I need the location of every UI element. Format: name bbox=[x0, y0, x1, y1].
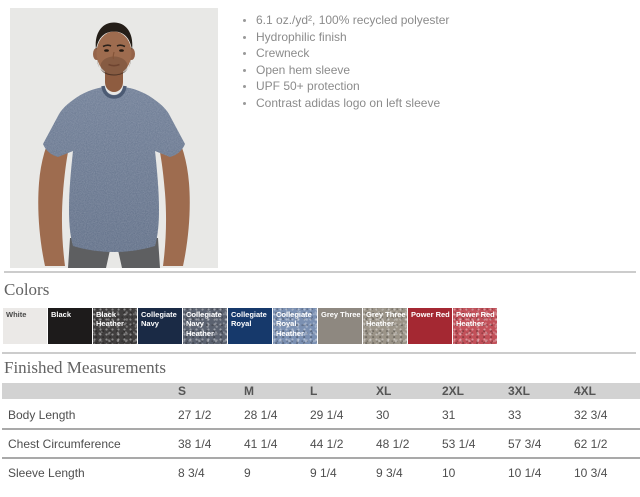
row-label: Sleeve Length bbox=[2, 457, 178, 487]
measurement-value: 31 bbox=[442, 399, 508, 429]
measurement-value: 8 3/4 bbox=[178, 457, 244, 487]
measurement-value: 44 1/2 bbox=[310, 428, 376, 458]
size-column-header: S bbox=[178, 383, 244, 402]
measurement-value: 53 1/4 bbox=[442, 428, 508, 458]
measurement-value: 62 1/2 bbox=[574, 428, 640, 458]
measurements-corner-cell bbox=[2, 383, 178, 402]
feature-item: Open hem sleeve bbox=[256, 62, 449, 79]
color-swatch-black[interactable]: Black bbox=[48, 308, 92, 344]
section-divider bbox=[2, 352, 636, 354]
feature-item: Contrast adidas logo on left sleeve bbox=[256, 95, 449, 112]
section-divider bbox=[4, 271, 636, 273]
color-swatch-label: Grey Three bbox=[321, 310, 361, 319]
color-swatch-label: Grey Three Heather bbox=[366, 310, 406, 329]
measurement-value: 28 1/4 bbox=[244, 399, 310, 429]
feature-list: 6.1 oz./yd², 100% recycled polyester Hyd… bbox=[242, 12, 449, 268]
measurement-value: 10 bbox=[442, 457, 508, 487]
size-column-header: L bbox=[310, 383, 376, 402]
feature-item: Hydrophilic finish bbox=[256, 29, 449, 46]
feature-item: 6.1 oz./yd², 100% recycled polyester bbox=[256, 12, 449, 29]
measurement-value: 9 1/4 bbox=[310, 457, 376, 487]
color-swatch-label: Power Red Heather bbox=[456, 310, 495, 329]
color-swatch-label: Collegiate Navy Heather bbox=[186, 310, 222, 338]
color-swatch-collegiate-navy-heather[interactable]: Collegiate Navy Heather bbox=[183, 308, 227, 344]
feature-item: Crewneck bbox=[256, 45, 449, 62]
measurement-value: 9 3/4 bbox=[376, 457, 442, 487]
measurement-value: 10 1/4 bbox=[508, 457, 574, 487]
table-row-sleeve-length: Sleeve Length 8 3/4 9 9 1/4 9 3/4 10 10 … bbox=[2, 457, 640, 487]
measurement-value: 38 1/4 bbox=[178, 428, 244, 458]
measurement-value: 57 3/4 bbox=[508, 428, 574, 458]
color-swatch-power-red-heather[interactable]: Power Red Heather bbox=[453, 308, 497, 344]
size-column-header: 2XL bbox=[442, 383, 508, 402]
size-column-header: XL bbox=[376, 383, 442, 402]
color-swatch-power-red[interactable]: Power Red bbox=[408, 308, 452, 344]
color-swatch-collegiate-royal-heather[interactable]: Collegiate Royal Heather bbox=[273, 308, 317, 344]
measurement-value: 10 3/4 bbox=[574, 457, 640, 487]
measurement-value: 9 bbox=[244, 457, 310, 487]
colors-section-title: Colors bbox=[4, 280, 50, 299]
color-swatch-label: Black Heather bbox=[96, 310, 124, 329]
table-row-body-length: Body Length 27 1/2 28 1/4 29 1/4 30 31 3… bbox=[2, 399, 640, 429]
size-column-header: 3XL bbox=[508, 383, 574, 402]
feature-item: UPF 50+ protection bbox=[256, 78, 449, 95]
color-swatch-label: White bbox=[6, 310, 27, 319]
measurement-value: 30 bbox=[376, 399, 442, 429]
row-label: Chest Circumference bbox=[2, 428, 178, 458]
measurement-value: 48 1/2 bbox=[376, 428, 442, 458]
measurements-section-title: Finished Measurements bbox=[4, 358, 166, 377]
color-swatch-white[interactable]: White bbox=[3, 308, 47, 344]
measurement-value: 27 1/2 bbox=[178, 399, 244, 429]
table-row-chest-circumference: Chest Circumference 38 1/4 41 1/4 44 1/2… bbox=[2, 428, 640, 458]
color-swatch-label: Collegiate Royal bbox=[231, 310, 267, 329]
color-swatch-label: Collegiate Royal Heather bbox=[276, 310, 312, 338]
measurements-table: S M L XL 2XL 3XL 4XL Body Length 27 1/2 … bbox=[2, 383, 640, 487]
measurement-value: 33 bbox=[508, 399, 574, 429]
size-column-header: 4XL bbox=[574, 383, 640, 402]
color-swatch-grey-three-heather[interactable]: Grey Three Heather bbox=[363, 308, 407, 344]
color-swatch-collegiate-royal[interactable]: Collegiate Royal bbox=[228, 308, 272, 344]
row-label: Body Length bbox=[2, 399, 178, 429]
measurement-value: 29 1/4 bbox=[310, 399, 376, 429]
color-swatch-label: Collegiate Navy bbox=[141, 310, 177, 329]
size-header-row: S M L XL 2XL 3XL 4XL bbox=[2, 383, 640, 402]
measurement-value: 41 1/4 bbox=[244, 428, 310, 458]
product-photo bbox=[10, 8, 218, 268]
measurement-value: 32 3/4 bbox=[574, 399, 640, 429]
size-column-header: M bbox=[244, 383, 310, 402]
color-swatch-black-heather[interactable]: Black Heather bbox=[93, 308, 137, 344]
color-swatch-row: White Black Black Heather Collegiate Nav… bbox=[3, 308, 640, 344]
color-swatch-label: Power Red bbox=[411, 310, 450, 319]
color-swatch-collegiate-navy[interactable]: Collegiate Navy bbox=[138, 308, 182, 344]
color-swatch-label: Black bbox=[51, 310, 72, 319]
color-swatch-grey-three[interactable]: Grey Three bbox=[318, 308, 362, 344]
top-section: 6.1 oz./yd², 100% recycled polyester Hyd… bbox=[0, 0, 640, 268]
